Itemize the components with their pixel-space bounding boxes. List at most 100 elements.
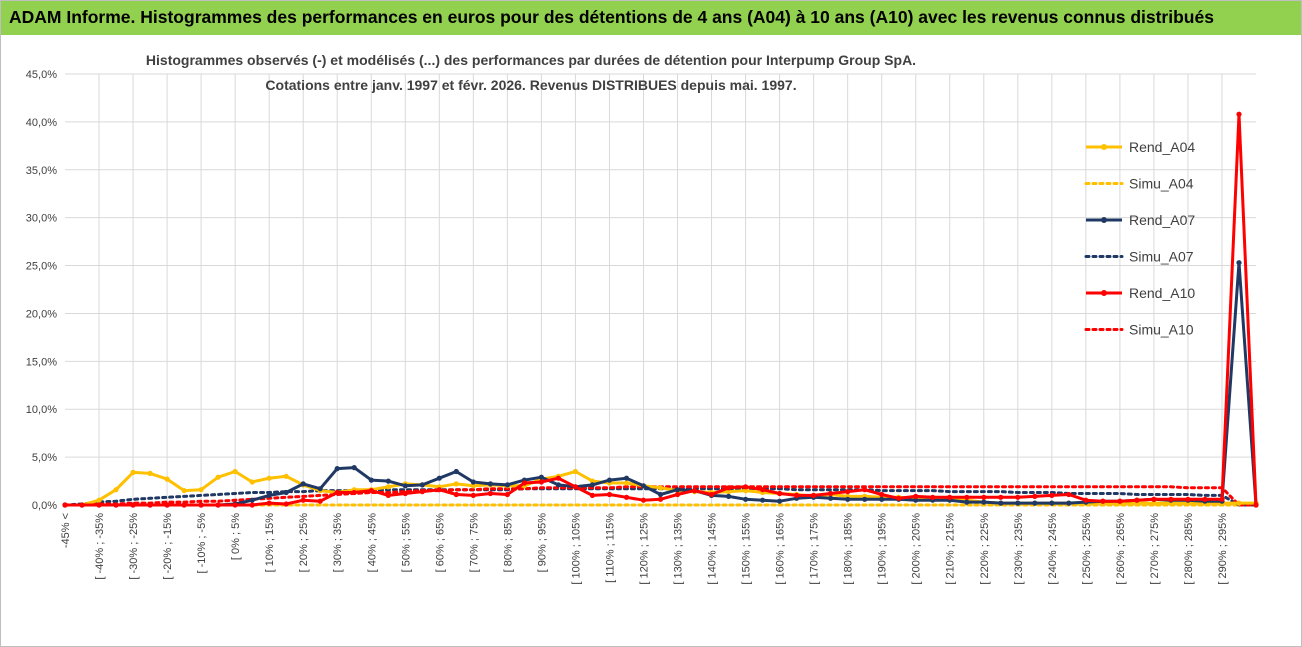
data-point [538,474,545,480]
data-point [164,476,170,482]
x-tick-label: [ 130% ; 135% [673,513,685,585]
data-point [589,478,596,484]
x-tick-label: [ 180% ; 185% [843,513,855,585]
data-point [266,475,272,481]
data-point [1032,500,1038,506]
data-point [845,489,851,495]
x-tick-label: [ 10% ; 15% [264,513,276,573]
chart-title-line-1: Histogrammes observés (-) et modélisés (… [145,52,917,68]
data-point [198,487,204,493]
series-rend-a10 [62,111,1259,508]
data-point [930,494,936,500]
data-point [62,502,68,508]
data-point [640,497,647,503]
x-tick-label: [ 40% ; 45% [366,513,378,573]
x-tick-label: -45% < [60,513,72,548]
y-tick-label: 40,0% [26,117,57,129]
x-tick-label: [ -30% ; -25% [128,513,140,580]
data-point [743,484,749,490]
legend-item-rend-a10: Rend_A10 [1086,285,1195,301]
data-point [1015,500,1021,506]
data-point [113,502,119,508]
data-point [981,494,987,500]
data-point [555,482,562,488]
data-point [743,496,749,502]
x-tick-label: [ 0% ; 5% [230,513,242,560]
data-point [879,496,885,502]
data-point [1253,502,1259,508]
chart-title: Histogrammes observés (-) et modélisés (… [101,48,961,98]
data-point [419,482,425,488]
data-point [419,489,425,495]
x-tick-label: [ -20% ; -15% [162,513,174,580]
data-point [777,498,783,504]
data-point [317,486,323,492]
data-point [896,495,902,501]
x-tick-label: [ 50% ; 55% [400,513,412,573]
data-point [555,475,562,481]
y-tick-label: 20,0% [26,308,57,320]
x-tick-label: [ 200% ; 205% [911,513,923,585]
data-point [368,488,374,494]
data-point [1117,498,1123,504]
data-point [232,468,238,475]
legend-item-simu-a10: Simu_A10 [1084,322,1194,338]
data-point [674,487,681,493]
data-point [453,468,459,475]
data-point [402,483,408,489]
data-point [862,487,868,493]
x-tick-label: [ 260% ; 265% [1115,513,1127,585]
y-tick-label: 0,0% [32,500,57,512]
data-point [368,477,374,483]
x-tick-label: [ -10% ; -5% [196,513,208,574]
x-tick-label: [ 270% ; 275% [1149,513,1161,585]
x-tick-label: [ 60% ; 65% [434,513,446,573]
data-point [79,502,85,508]
data-point [589,482,596,488]
data-point [760,487,766,493]
data-point [726,493,732,499]
x-tick-label: [ 30% ; 35% [332,513,344,573]
legend-label: Rend_A04 [1129,139,1195,155]
legend: Rend_A04 Simu_A04 Rend_A07 Simu_A07 Rend_A10… [1084,139,1195,338]
x-tick-label: [ 250% ; 255% [1081,513,1093,585]
x-tick-label: [ 220% ; 225% [979,513,991,585]
x-tick-label: [ 160% ; 165% [775,513,787,585]
data-point [181,488,187,494]
data-point [657,496,664,502]
data-point [1015,494,1021,500]
data-point [249,479,255,485]
data-point [726,489,732,495]
data-point [300,481,306,487]
data-point [351,489,357,496]
data-point [181,502,187,508]
data-point [691,488,698,494]
data-point [913,493,919,499]
data-point [453,491,459,498]
x-tick-label: [ 210% ; 215% [945,513,957,585]
data-point [623,475,630,481]
data-point [1168,496,1174,502]
data-point [845,496,851,502]
legend-item-simu-a07: Simu_A07 [1084,249,1194,265]
data-point [981,499,987,505]
data-point [1236,111,1242,117]
legend-marker [1101,217,1107,223]
data-point [794,492,800,498]
y-tick-label: 25,0% [26,261,57,273]
data-point [1049,492,1055,498]
legend-label: Rend_A07 [1129,212,1195,228]
y-tick-label: 30,0% [26,213,57,225]
data-point [283,501,289,507]
data-point [1066,500,1072,506]
data-point [1236,260,1242,266]
data-point [317,498,323,504]
legend-marker [1101,144,1107,150]
x-tick-label: [ 80% ; 85% [502,513,514,573]
legend-label: Simu_A10 [1129,322,1194,338]
legend-label: Simu_A04 [1129,176,1194,192]
data-point [385,492,391,498]
x-tick-label: [ 120% ; 125% [638,513,650,585]
